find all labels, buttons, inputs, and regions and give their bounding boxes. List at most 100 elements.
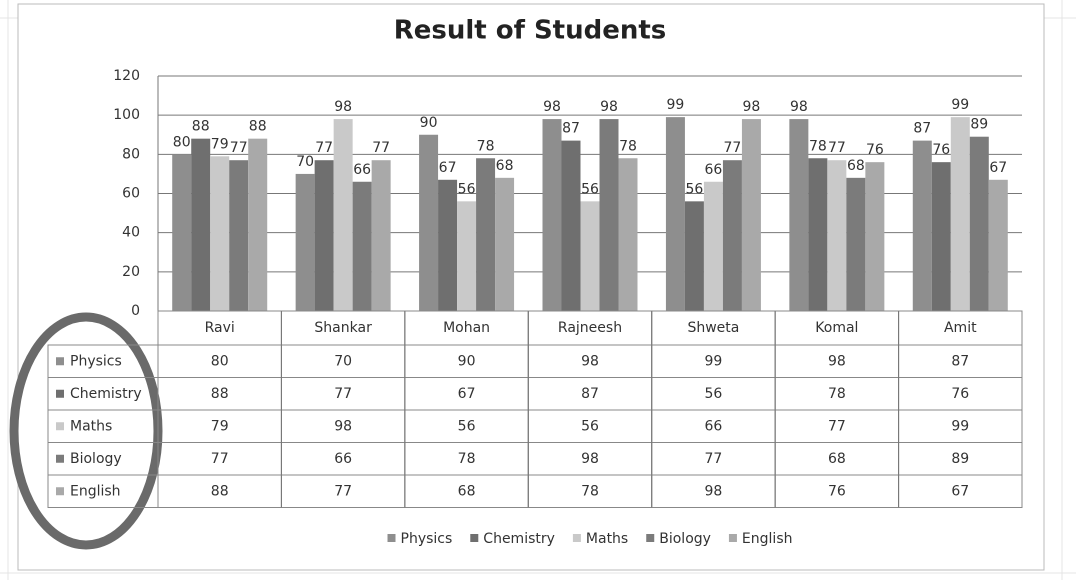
data-label: 56	[581, 181, 599, 197]
data-label: 78	[619, 138, 637, 154]
row-label: Chemistry	[70, 386, 142, 402]
bar	[580, 201, 600, 311]
legend-key	[470, 534, 479, 542]
table-value: 88	[211, 386, 229, 402]
table-value: 70	[334, 353, 352, 369]
legend-key	[572, 534, 581, 542]
bar	[741, 119, 761, 311]
table-value: 99	[705, 353, 723, 369]
legend: Physics Chemistry Maths Biology English	[387, 531, 793, 547]
data-label: 98	[334, 99, 352, 115]
table-value: 90	[458, 353, 476, 369]
table-value: 77	[705, 451, 723, 467]
data-label: 99	[667, 97, 685, 113]
data-label: 99	[951, 97, 969, 113]
x-tick-label: Amit	[944, 320, 977, 336]
table-value: 56	[705, 386, 723, 402]
bar	[495, 177, 515, 311]
bar	[172, 154, 192, 311]
x-tick-label: Komal	[815, 320, 858, 336]
bar	[950, 117, 970, 311]
row-label: Physics	[70, 353, 122, 369]
table-value: 98	[828, 353, 846, 369]
row-label: Biology	[70, 451, 122, 467]
table-value: 98	[581, 353, 599, 369]
bar	[229, 160, 249, 311]
data-label: 56	[686, 181, 704, 197]
data-label: 98	[600, 99, 618, 115]
table-value: 98	[581, 451, 599, 467]
table-value: 98	[334, 418, 352, 434]
legend-label: Physics	[401, 531, 453, 547]
data-label: 76	[866, 142, 884, 158]
row-label: English	[70, 483, 121, 499]
bar	[352, 181, 372, 311]
data-label: 66	[705, 162, 723, 178]
x-tick-label: Ravi	[205, 320, 235, 336]
bar	[969, 136, 989, 311]
table-value: 76	[951, 386, 969, 402]
data-label: 87	[562, 121, 580, 137]
bar	[419, 134, 439, 311]
bar	[333, 119, 353, 311]
bar	[684, 201, 704, 311]
data-label: 76	[932, 142, 950, 158]
data-label: 79	[211, 136, 229, 152]
legend-label: English	[742, 531, 793, 547]
table-value: 56	[581, 418, 599, 434]
y-tick-label: 80	[122, 146, 140, 162]
y-tick-label: 100	[113, 107, 140, 123]
data-label: 77	[372, 140, 390, 156]
table-value: 87	[581, 386, 599, 402]
table-value: 98	[705, 483, 723, 499]
legend-key	[56, 454, 64, 463]
table-value: 66	[705, 418, 723, 434]
bar	[722, 160, 742, 311]
bar	[438, 179, 458, 311]
bar	[931, 162, 951, 311]
bar	[912, 140, 932, 311]
bar	[988, 179, 1008, 311]
table-value: 78	[828, 386, 846, 402]
bar	[808, 158, 828, 311]
data-label: 98	[543, 99, 561, 115]
data-label: 77	[315, 140, 333, 156]
row-label: Maths	[70, 418, 112, 434]
y-tick-label: 60	[122, 186, 140, 202]
table-value: 67	[951, 483, 969, 499]
legend-label: Biology	[659, 531, 711, 547]
data-label: 88	[249, 119, 267, 135]
bar	[295, 173, 315, 311]
y-tick-label: 0	[131, 303, 140, 319]
table-value: 77	[211, 451, 229, 467]
bar	[865, 162, 885, 311]
legend-key	[56, 389, 64, 398]
table-row	[47, 474, 1023, 508]
chart-title: Result of Students	[394, 16, 667, 46]
data-label: 98	[743, 99, 761, 115]
table-value: 77	[334, 386, 352, 402]
x-tick-label: Rajneesh	[558, 320, 622, 336]
table-value: 78	[581, 483, 599, 499]
legend-key	[56, 357, 64, 366]
y-tick-label: 20	[122, 264, 140, 280]
data-label: 78	[809, 138, 827, 154]
data-label: 67	[439, 160, 457, 176]
table-value: 79	[211, 418, 229, 434]
data-label: 80	[173, 134, 191, 150]
legend-key	[56, 487, 64, 496]
bar	[542, 119, 562, 311]
bar	[248, 138, 268, 311]
x-tick-label: Shweta	[687, 320, 739, 336]
legend-key	[728, 534, 737, 542]
table-value: 68	[828, 451, 846, 467]
table-value: 77	[334, 483, 352, 499]
legend-label: Maths	[586, 531, 628, 547]
table-value: 56	[458, 418, 476, 434]
table-value: 88	[211, 483, 229, 499]
table-value: 77	[828, 418, 846, 434]
bar	[846, 177, 866, 311]
bar	[703, 181, 723, 311]
data-label: 98	[790, 99, 808, 115]
